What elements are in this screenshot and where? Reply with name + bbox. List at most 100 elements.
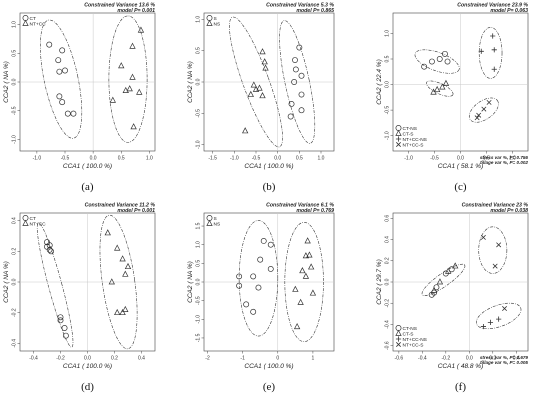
data-point (243, 301, 250, 308)
legend-label: NS (214, 221, 221, 227)
data-point (137, 26, 145, 33)
series-ct (46, 41, 77, 117)
panel-header-variance: Constrained Variance 6.1 % (266, 203, 334, 209)
y-tick-label: -0.4 (12, 339, 18, 348)
data-point (122, 270, 129, 277)
y-tick-label: 0.5 (385, 55, 391, 62)
data-point (421, 63, 428, 70)
panel-label: (b) (263, 181, 276, 193)
confidence-ellipse (414, 49, 460, 74)
data-point (436, 56, 443, 62)
legend-label: NT+CC-S (403, 142, 424, 148)
legend-label: NT+CC (30, 221, 47, 227)
footer-stat-line: tillage var %, P= 0.002 (480, 160, 528, 165)
footer-stat-line: stress var %, P= 0.756 (480, 155, 529, 160)
y-tick-label: 0.5 (196, 47, 202, 54)
series-nt-cc (109, 26, 145, 130)
x-tick-label: 1.0 (146, 156, 153, 162)
legend-label: NT+CC (30, 21, 47, 27)
panel-label: (f) (455, 381, 466, 393)
data-point (261, 58, 268, 65)
panel-label: (d) (81, 381, 94, 393)
panel-b: Constrained Variance 5.3 %model P= 0.865… (187, 3, 334, 194)
confidence-ellipse (279, 20, 316, 144)
data-point (478, 48, 484, 54)
data-point (70, 110, 77, 117)
data-point (306, 251, 313, 258)
y-tick-label: -0.5 (196, 109, 202, 118)
panel-d: Constrained Variance 11.2 %model P= 0.00… (3, 203, 155, 394)
data-point (236, 282, 243, 289)
data-point (297, 298, 304, 305)
y-axis-label: CCA2 ( NA %) (187, 261, 194, 303)
legend-label: CT-NS (403, 326, 417, 332)
confidence-ellipse (478, 27, 503, 79)
series-ct (44, 239, 69, 339)
x-tick-label: 0.4 (138, 356, 145, 362)
data-point (250, 81, 258, 88)
legend-marker (206, 219, 213, 226)
data-point (298, 72, 305, 79)
data-point (302, 272, 310, 279)
confidence-ellipse (426, 80, 454, 97)
data-point (267, 265, 274, 272)
data-point (288, 101, 295, 107)
panel-e: Constrained Variance 6.1 %model P= 0.769… (187, 203, 334, 394)
series-nt-cc-s (474, 99, 492, 121)
data-point (292, 285, 299, 292)
data-point (114, 244, 121, 251)
data-point (474, 115, 480, 121)
data-point (481, 106, 487, 112)
legend-marker (395, 136, 402, 142)
data-point (250, 273, 257, 280)
x-tick-label: -1 (240, 356, 245, 362)
panel-a: Constrained Variance 13.6 %model P= 0.00… (3, 3, 155, 194)
data-point (490, 33, 496, 39)
data-point (433, 85, 441, 93)
data-point (491, 47, 497, 53)
y-tick-label: 0.2 (385, 257, 391, 264)
x-tick-label: -2 (205, 356, 210, 362)
data-point (436, 278, 444, 285)
data-point (486, 99, 492, 105)
confidence-ellipse (40, 19, 83, 139)
legend-marker (395, 329, 402, 336)
data-point (247, 90, 254, 97)
y-tick-label: 1.0 (12, 21, 18, 28)
data-point (293, 322, 301, 330)
data-point (267, 241, 274, 248)
data-point (287, 113, 294, 120)
data-point (448, 266, 455, 273)
legend-label: NS (214, 21, 221, 27)
y-tick-label: -0.4 (385, 320, 391, 329)
y-axis-label: CCA2 ( NA %) (3, 61, 10, 103)
data-point (129, 42, 136, 49)
data-point (299, 267, 306, 274)
series-nt-cc-s (480, 234, 508, 312)
confidence-ellipse (99, 214, 138, 350)
y-tick-label: -0.6 (385, 341, 391, 350)
data-point (430, 286, 438, 293)
x-tick-label: -0.2 (56, 356, 65, 362)
data-point (46, 41, 53, 48)
legend: SNS (206, 215, 221, 227)
data-point (292, 66, 299, 73)
data-point (292, 57, 298, 63)
data-point (476, 112, 482, 118)
series-ns (292, 237, 317, 330)
x-tick-label: 0.5 (296, 156, 303, 162)
y-tick-label: 1.0 (196, 241, 202, 248)
legend-label: NT+CC-NS (403, 137, 427, 143)
legend-label: NT+CC-S (403, 342, 424, 348)
x-tick-label: -0.2 (442, 356, 451, 362)
y-tick-label: -0.5 (12, 106, 18, 115)
confidence-ellipse (108, 15, 148, 143)
y-tick-label: 1.5 (196, 222, 202, 229)
data-point (136, 88, 143, 95)
panel-header-variance: Constrained Variance 13.6 % (84, 3, 155, 9)
data-point (59, 99, 66, 106)
x-tick-label: 0.0 (457, 156, 464, 162)
